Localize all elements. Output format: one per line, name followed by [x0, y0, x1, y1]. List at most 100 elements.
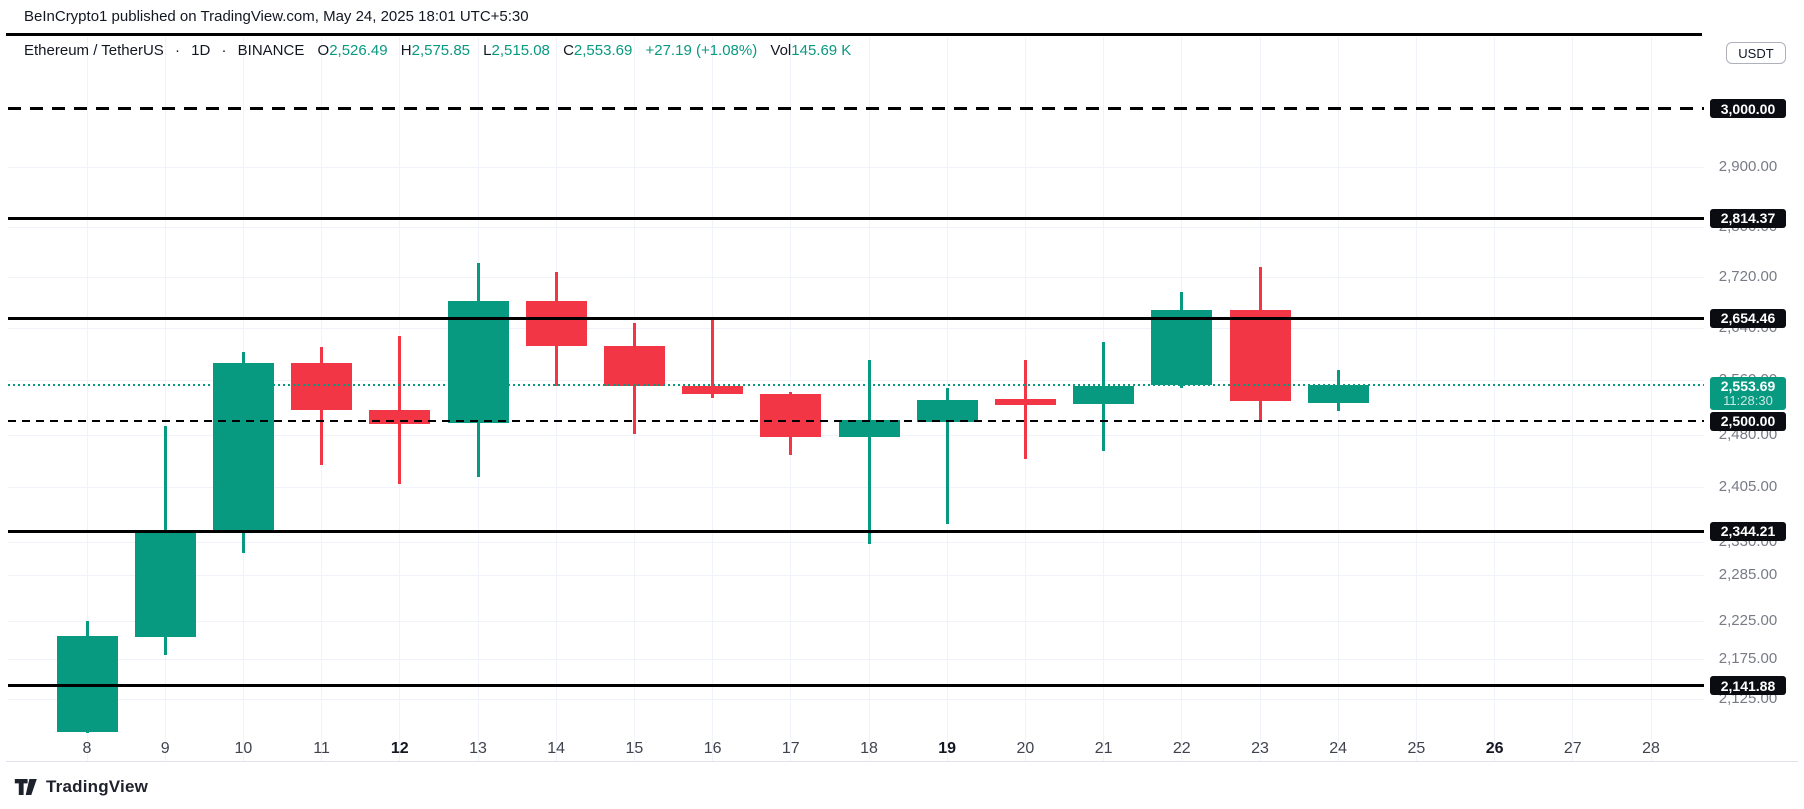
ohlc-close: C2,553.69 — [563, 42, 633, 59]
day-gridline — [1572, 37, 1574, 761]
day-gridline — [1650, 37, 1652, 761]
day-gridline — [712, 37, 714, 761]
price-tick-label: 2,285.00 — [1718, 565, 1778, 583]
candle-body-down — [525, 300, 587, 346]
ohlc-low: L2,515.08 — [483, 42, 550, 59]
current-price-line — [8, 383, 1704, 386]
bar-countdown: 11:28:30 — [1723, 392, 1773, 408]
currency-toggle-button[interactable]: USDT — [1726, 42, 1786, 64]
day-axis-label: 28 — [1642, 740, 1660, 757]
symbol-title: Ethereum / TetherUS — [24, 42, 164, 59]
price-level-badge: 3,000.00 — [1710, 99, 1786, 119]
legend-separator: · — [174, 42, 180, 59]
volume-label: Vol145.69 K — [770, 42, 852, 59]
change-label: +27.19 (+1.08%) — [645, 42, 758, 59]
candle-wick-down — [1023, 359, 1027, 460]
current-price-value: 2,553.69 — [1720, 377, 1776, 394]
ohlc-high: H2,575.85 — [400, 42, 470, 59]
day-axis-label: 22 — [1172, 740, 1191, 757]
price-tick-label: 2,405.00 — [1718, 478, 1778, 496]
candle-wick-down — [711, 319, 715, 399]
price-gridline — [8, 167, 1704, 168]
tradingview-logo-icon — [14, 779, 37, 795]
price-level-line — [8, 316, 1704, 320]
candle-body-down — [994, 399, 1056, 405]
candle-body-down — [369, 410, 431, 425]
price-level-badge: 2,500.00 — [1710, 411, 1786, 431]
price-level-line — [8, 107, 1704, 111]
price-level-badge: 2,814.37 — [1710, 208, 1786, 228]
day-gridline — [164, 37, 166, 761]
day-gridline — [1181, 37, 1183, 761]
day-gridline — [1494, 37, 1496, 761]
header-separator — [6, 33, 1702, 36]
price-gridline — [8, 276, 1704, 278]
price-level-line — [8, 216, 1704, 220]
day-axis-label: 18 — [860, 740, 878, 757]
day-axis-label: 13 — [469, 740, 487, 757]
price-gridline — [8, 487, 1704, 489]
day-axis-label: 9 — [160, 740, 170, 757]
candle-body-down — [603, 346, 665, 386]
candle-body-up — [1073, 386, 1135, 404]
candle-body-up — [838, 420, 900, 437]
time-axis-separator — [6, 761, 1798, 762]
candle-wick-up — [867, 359, 871, 544]
candle-wick-up — [945, 387, 949, 524]
price-gridline — [8, 327, 1704, 329]
price-level-badge: 2,141.88 — [1710, 676, 1786, 696]
candle-body-up — [134, 532, 196, 637]
day-axis-label: 23 — [1251, 740, 1269, 757]
price-gridline — [8, 541, 1704, 543]
price-gridline — [8, 380, 1704, 382]
day-gridline — [1415, 37, 1417, 761]
price-tick-label: 2,225.00 — [1718, 611, 1778, 629]
ohlc-open: O2,526.49 — [317, 42, 388, 59]
day-axis-label: 8 — [82, 740, 92, 757]
price-gridline — [8, 574, 1704, 576]
candle-body-up — [1307, 384, 1369, 403]
day-axis-label: 20 — [1016, 740, 1035, 757]
price-gridline — [8, 227, 1704, 228]
candle-body-down — [291, 362, 353, 411]
legend-separator: · — [221, 42, 227, 59]
tradingview-logo[interactable]: TradingView — [13, 777, 148, 797]
candle-body-up — [447, 300, 509, 423]
day-axis-label: 12 — [390, 740, 409, 757]
day-axis-label: 19 — [938, 740, 957, 757]
published-header: BeInCrypto1 published on TradingView.com… — [24, 8, 529, 25]
day-axis-label: 26 — [1485, 740, 1504, 757]
price-level-line — [8, 420, 1704, 422]
day-axis-label: 11 — [313, 740, 330, 757]
price-tick-label: 2,175.00 — [1718, 650, 1778, 668]
day-axis-label: 17 — [781, 740, 800, 757]
day-axis-label: 25 — [1407, 740, 1426, 757]
price-level-badge: 2,344.21 — [1710, 521, 1786, 541]
price-level-line — [8, 529, 1704, 533]
candle-body-up — [916, 399, 978, 422]
exchange-label: BINANCE — [237, 42, 305, 59]
day-axis-label: 16 — [703, 740, 722, 757]
price-level-badge: 2,654.46 — [1710, 308, 1786, 328]
price-tick-label: 2,720.00 — [1718, 267, 1778, 285]
price-gridline — [8, 620, 1704, 622]
day-axis-label: 14 — [547, 740, 566, 757]
price-level-line — [8, 684, 1704, 688]
candle-body-up — [212, 362, 274, 532]
candle-body-up — [56, 635, 118, 732]
candle-body-up — [1151, 310, 1213, 386]
price-tick-label: 2,900.00 — [1718, 158, 1778, 175]
day-axis-label: 15 — [625, 740, 644, 757]
chart-legend: Ethereum / TetherUS · 1D · BINANCE O2,52… — [24, 42, 851, 59]
interval-label: 1D — [191, 42, 211, 59]
day-axis-label: 24 — [1329, 740, 1348, 757]
day-gridline — [555, 37, 557, 761]
price-gridline — [8, 659, 1704, 661]
price-gridline — [8, 699, 1704, 701]
current-price-badge: 2,553.69 11:28:30 — [1710, 376, 1786, 410]
day-axis-label: 21 — [1094, 740, 1113, 757]
candle-body-down — [682, 385, 744, 395]
candle-body-down — [760, 393, 822, 437]
tradingview-logo-text: TradingView — [46, 777, 149, 796]
